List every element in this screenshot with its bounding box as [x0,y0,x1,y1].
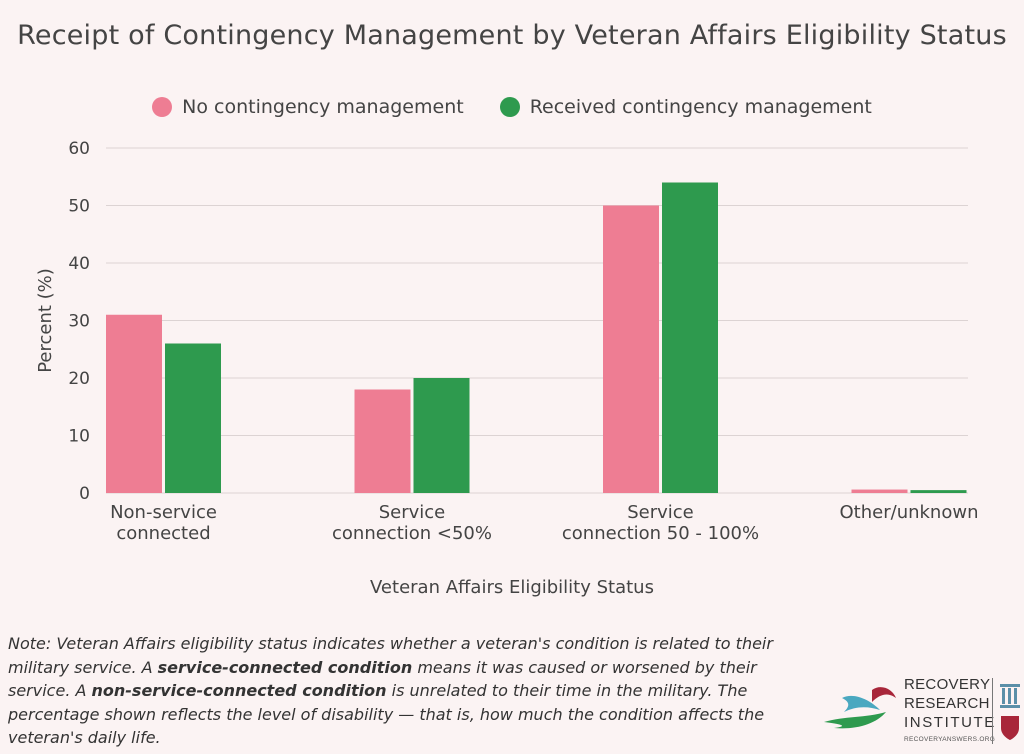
y-axis-label: Percent (%) [35,268,56,373]
y-tick-label: 40 [68,254,90,274]
bar-no-cm [603,205,659,493]
harvard-shield-icon [1000,684,1020,740]
logo-divider [992,678,993,744]
legend-marker-no-cm [152,97,173,117]
logo-swoosh-icon [824,687,896,729]
bar-received-cm [910,490,967,493]
chart-title: Receipt of Contingency Management by Vet… [17,20,1007,51]
x-tick-label: Non-service [110,502,217,523]
bar-no-cm [851,489,908,493]
legend-item-received-cm: Received contingency management [499,96,872,118]
note-text-3: is unrelated to their time in the milita… [8,681,765,747]
x-tick-label: connection <50% [332,523,492,544]
note-text-2: means it was caused or worsened by their… [8,657,757,701]
y-tick-label: 30 [68,312,90,332]
note-bold-2: non-service-connected condition [91,681,387,700]
note-bold-1: service-connected condition [157,657,413,677]
x-tick-label: connected [116,523,210,544]
footnote: Note: Veteran Affairs eligibility status… [8,632,798,750]
legend-label-received-cm: Received contingency management [529,96,872,118]
x-tick-label: Other/unknown [840,502,979,523]
y-tick-label: 60 [68,139,90,159]
bar-received-cm [413,378,470,493]
legend-marker-received-cm [499,97,520,117]
bar-received-cm [662,182,718,493]
logo-url: RECOVERYANSWERS.ORG [904,736,996,743]
legend-label-no-cm: No contingency management [182,96,464,118]
bar-chart: 0 10 20 30 40 50 60 Percent (%) Veteran Affairs … [35,139,979,598]
legend-item-no-cm: No contingency management [152,96,464,118]
y-tick-label: 0 [79,484,90,504]
x-axis-label: Veteran Affairs Eligibility Status [370,577,654,598]
x-tick-label: Service [627,502,694,523]
logo-line-1: RECOVERY [904,676,991,693]
bar-no-cm [354,389,411,493]
legend: No contingency management Received conti… [0,96,1024,118]
x-tick-label: Service [379,502,446,523]
note-text-1: Note: Veteran Affairs eligibility status… [8,634,773,677]
y-tick-label: 10 [68,427,90,447]
y-tick-label: 20 [68,369,90,389]
logo-line-2: RESEARCH [904,695,990,712]
y-tick-label: 50 [68,197,90,217]
recovery-research-institute-logo: RECOVERY RESEARCH INSTITUTE RECOVERYANSW… [820,676,1024,750]
x-tick-label: connection 50 - 100% [562,523,759,544]
bar-no-cm [106,314,162,493]
bar-received-cm [165,343,221,493]
logo-line-3: INSTITUTE [904,714,996,731]
